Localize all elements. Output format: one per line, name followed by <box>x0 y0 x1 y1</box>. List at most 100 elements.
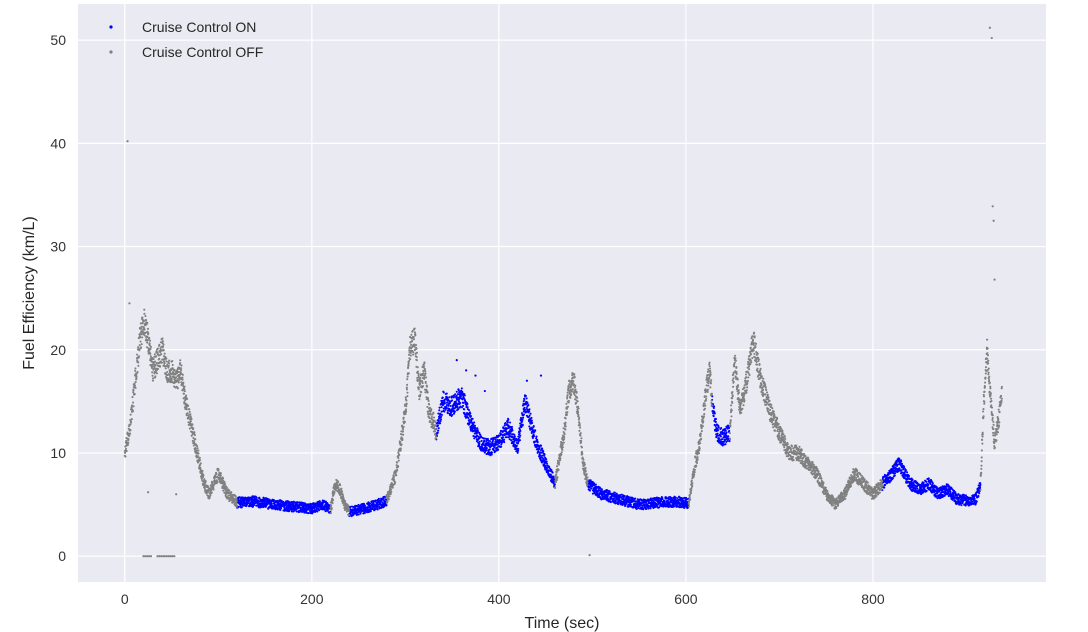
data-point <box>471 417 474 420</box>
data-point <box>914 487 917 490</box>
data-point <box>405 410 408 413</box>
data-point <box>151 371 154 374</box>
data-point <box>895 464 899 467</box>
data-point <box>463 408 466 411</box>
data-point <box>555 478 558 481</box>
data-point <box>503 424 506 427</box>
data-point <box>548 465 551 469</box>
data-point <box>440 406 443 409</box>
data-point <box>497 448 500 451</box>
data-point <box>326 509 329 512</box>
data-point <box>531 421 534 425</box>
data-point <box>180 364 183 367</box>
data-point <box>463 394 466 397</box>
data-point <box>525 406 528 410</box>
data-point <box>563 436 566 439</box>
data-point <box>288 510 291 513</box>
data-point <box>146 335 149 339</box>
data-point <box>465 369 468 372</box>
data-point <box>727 435 730 438</box>
data-point <box>515 444 518 447</box>
data-point <box>649 507 652 510</box>
data-point <box>623 494 626 498</box>
data-point <box>532 425 535 428</box>
data-point <box>363 512 366 515</box>
data-point <box>967 500 970 503</box>
data-point <box>387 498 390 501</box>
data-point <box>960 504 963 507</box>
data-point <box>357 513 360 516</box>
data-point <box>408 345 411 349</box>
data-point <box>386 500 389 503</box>
data-point <box>143 328 146 331</box>
data-point <box>336 483 339 486</box>
data-point <box>562 441 565 444</box>
data-point <box>718 437 721 440</box>
data-point <box>530 416 533 420</box>
data-point <box>407 372 410 375</box>
data-point <box>485 449 488 452</box>
data-point <box>178 378 181 381</box>
data-point <box>566 405 569 408</box>
data-point <box>413 331 417 334</box>
data-point <box>141 322 144 325</box>
data-point <box>191 439 194 443</box>
data-point <box>130 406 133 409</box>
data-point <box>410 343 413 346</box>
data-point <box>474 427 477 430</box>
data-point <box>483 439 486 442</box>
data-point <box>339 484 342 487</box>
data-point <box>177 381 180 384</box>
data-point <box>405 405 408 408</box>
data-point <box>533 435 536 438</box>
data-point <box>151 374 154 377</box>
data-point <box>429 421 432 424</box>
data-point <box>424 373 427 377</box>
data-point <box>517 447 520 450</box>
data-point <box>333 491 336 494</box>
data-point <box>517 437 520 440</box>
data-point <box>376 508 379 511</box>
data-point <box>237 505 240 508</box>
data-point <box>138 344 141 347</box>
data-point <box>369 510 372 513</box>
data-point <box>407 364 410 367</box>
data-point <box>439 422 442 425</box>
data-point <box>337 486 340 490</box>
data-point <box>417 386 421 389</box>
data-point <box>516 442 520 445</box>
data-point <box>228 489 231 492</box>
data-point <box>719 433 722 436</box>
data-point <box>185 414 188 417</box>
data-point <box>525 397 528 400</box>
data-point <box>964 494 968 497</box>
data-point <box>927 477 930 480</box>
data-point <box>520 412 524 415</box>
data-point <box>385 504 388 507</box>
data-point <box>483 389 486 393</box>
data-point <box>972 502 975 505</box>
data-point <box>523 406 526 409</box>
data-point <box>422 385 425 388</box>
data-point <box>929 487 932 490</box>
data-point <box>609 501 612 504</box>
data-point <box>344 500 347 503</box>
data-point <box>164 367 167 370</box>
data-point <box>493 446 496 449</box>
data-point <box>437 427 440 430</box>
data-point <box>337 481 340 484</box>
data-point <box>490 453 493 456</box>
data-point <box>529 412 532 415</box>
data-point <box>461 398 464 401</box>
data-point <box>466 406 469 409</box>
data-point <box>549 473 552 476</box>
data-point <box>570 393 573 396</box>
data-point <box>521 404 524 407</box>
data-point <box>185 408 188 411</box>
data-point <box>590 487 593 490</box>
data-point <box>363 504 367 507</box>
data-point <box>412 335 415 339</box>
data-point <box>154 375 157 378</box>
data-point <box>156 347 159 350</box>
data-point <box>938 490 941 493</box>
